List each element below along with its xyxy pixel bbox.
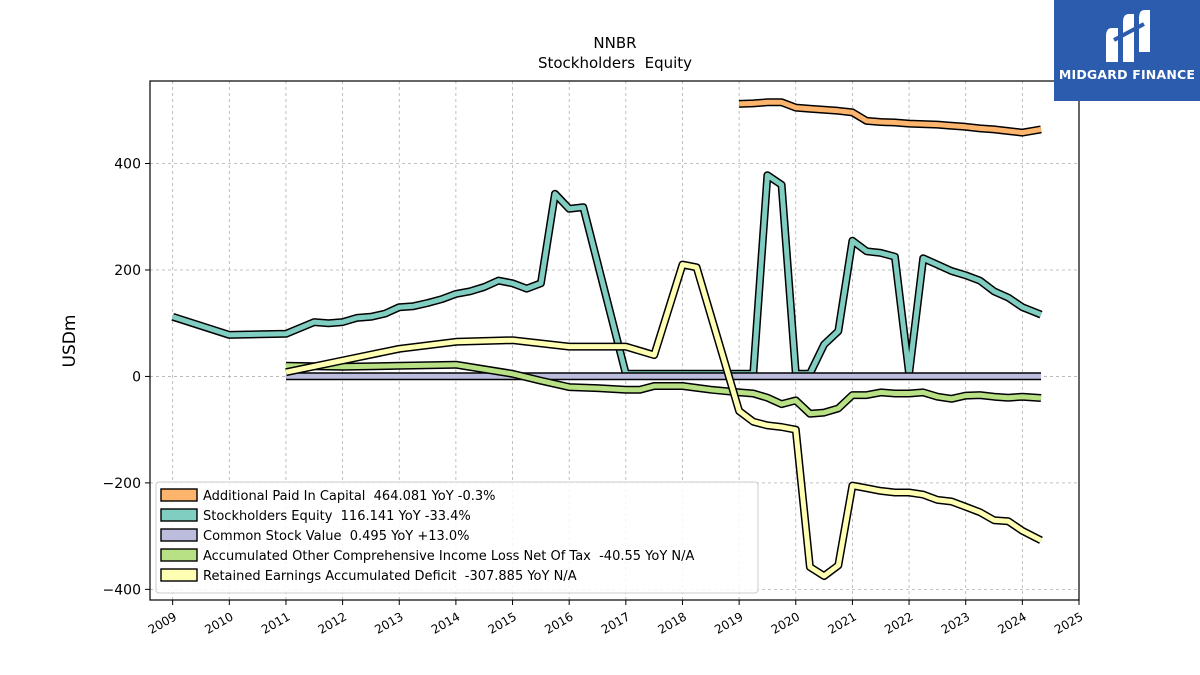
brand-logo: MIDGARD FINANCE: [1054, 0, 1200, 101]
legend-swatch: [160, 488, 198, 502]
y-tick-label: 200: [114, 263, 141, 279]
x-tick-label: 2010: [202, 609, 235, 636]
x-tick-label: 2024: [995, 609, 1028, 636]
x-tick-label: 2018: [656, 609, 689, 636]
x-tick-label: 2025: [1052, 609, 1085, 636]
x-tick-label: 2012: [316, 609, 349, 636]
series-layer: [171, 98, 1043, 580]
x-tick-label: 2011: [259, 609, 292, 636]
y-tick-label: 400: [114, 157, 141, 173]
midgard-logo-icon: [1106, 10, 1150, 62]
series-line-4: [285, 362, 1042, 417]
x-tick-label: 2014: [429, 609, 462, 636]
legend: Additional Paid In Capital 464.081 YoY -…: [155, 481, 759, 594]
legend-label: Retained Earnings Accumulated Deficit -3…: [203, 569, 577, 584]
legend-swatch: [160, 528, 198, 542]
plot-frame: [149, 80, 1080, 601]
x-tick-label: 2021: [825, 609, 858, 636]
y-tick-label: 0: [132, 369, 141, 385]
y-axis-label: USDm: [60, 315, 80, 368]
x-tick-label: 2013: [372, 609, 405, 636]
chart-subtitle: Stockholders Equity: [538, 54, 692, 72]
x-tick-label: 2009: [146, 609, 179, 636]
logo-text: MIDGARD FINANCE: [1058, 67, 1196, 82]
x-tick-label: 2022: [882, 609, 915, 636]
legend-label: Stockholders Equity 116.141 YoY -33.4%: [203, 509, 471, 524]
x-tick-label: 2016: [542, 609, 575, 636]
legend-box: [155, 481, 759, 594]
y-tick-label: −200: [103, 476, 141, 492]
legend-swatch: [160, 568, 198, 582]
x-tick-label: 2020: [769, 609, 802, 636]
legend-label: Common Stock Value 0.495 YoY +13.0%: [203, 529, 470, 544]
series-line-5: [285, 262, 1043, 579]
legend-swatch: [160, 508, 198, 522]
legend-label: Accumulated Other Comprehensive Income L…: [203, 549, 694, 564]
chart-title: NNBR: [593, 34, 636, 52]
legend-label: Additional Paid In Capital 464.081 YoY -…: [203, 489, 496, 504]
legend-swatch: [160, 548, 198, 562]
x-tick-label: 2015: [486, 609, 519, 636]
x-tick-label: 2019: [712, 609, 745, 636]
y-tick-label: −400: [103, 582, 141, 598]
x-tick-label: 2017: [599, 609, 632, 636]
x-tick-label: 2023: [939, 609, 972, 636]
series-line-1: [739, 99, 1042, 136]
series-line-2: [171, 172, 1042, 377]
